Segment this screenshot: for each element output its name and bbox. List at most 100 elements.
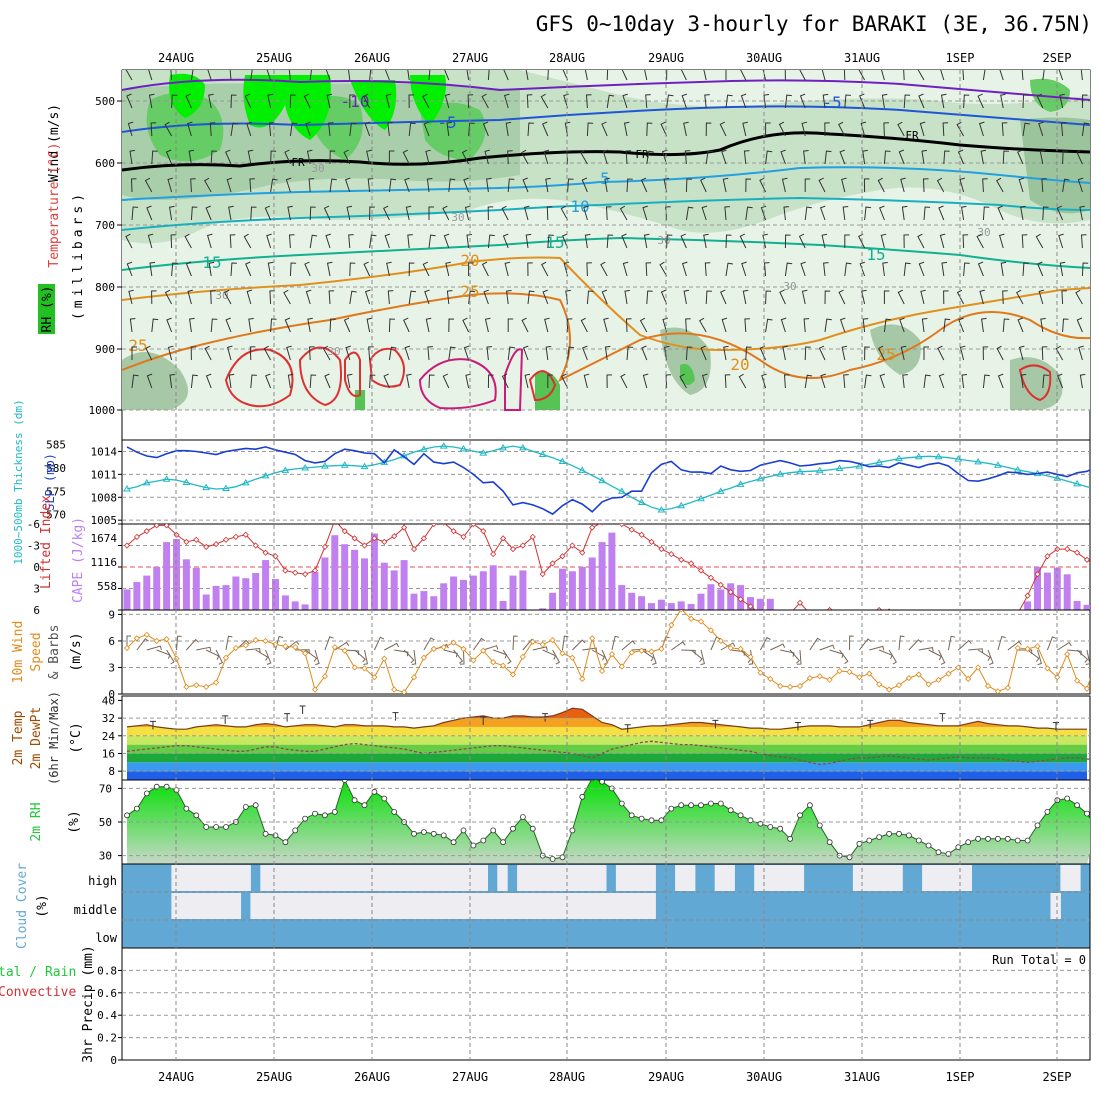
upper-wind-barb [164, 121, 173, 137]
upper-wind-barb [349, 262, 356, 277]
cloud-panel: high middle low [74, 863, 1091, 949]
upper-wind-barb [605, 206, 612, 221]
cape-bar [578, 567, 586, 610]
rh2m-point [321, 812, 328, 819]
rh2m-point [599, 780, 605, 785]
cape-bars [123, 532, 1090, 610]
rh2m-point [1074, 802, 1080, 809]
upper-wind-barb [481, 261, 489, 277]
cloud-high-clear-cell [793, 865, 805, 891]
upper-wind-barb [1040, 317, 1046, 333]
upper-wind-barb [309, 234, 318, 249]
upper-wind-barb [744, 318, 750, 333]
lifted-index-point [638, 531, 645, 538]
wind10-point [163, 636, 170, 643]
cloud-middle-clear-cell [181, 893, 192, 919]
wind10-barb [869, 645, 885, 651]
upper-wind-barb [723, 345, 729, 361]
upper-wind-barb [680, 70, 687, 81]
wind10-point [1024, 645, 1031, 652]
contour-label: 25 [876, 345, 895, 364]
wind10-point [430, 645, 437, 652]
upper-wind-barb [1037, 261, 1044, 277]
upper-wind-barb [623, 121, 630, 137]
upper-wind-barb [823, 262, 829, 277]
thickness-point [914, 452, 923, 460]
thickness-point [222, 484, 230, 492]
upper-wind-barb [1077, 177, 1084, 193]
upper-wind-barb [765, 290, 772, 305]
thickness-point [1053, 474, 1062, 481]
wind10-barb [908, 639, 922, 651]
wind10-barb [483, 645, 499, 651]
top-date-label: 27AUG [452, 51, 488, 65]
thickness-point [281, 466, 290, 473]
cape-bar [361, 558, 368, 610]
upper-wind-barb [501, 373, 509, 389]
rh2m-point [816, 822, 823, 829]
rh2m-point [797, 812, 803, 819]
rh-gridlines [122, 787, 1090, 857]
upper-wind-barb [151, 150, 158, 165]
upper-wind-barb [681, 93, 688, 109]
upper-wind-barb [1058, 233, 1064, 249]
cloud-high-clear-cell [675, 865, 686, 891]
upper-wind-barb [919, 121, 926, 137]
wind10-point [282, 643, 289, 650]
wind10-point [826, 676, 833, 683]
lifted-index-point [222, 536, 230, 543]
cloud-high-clear-cell [349, 865, 360, 891]
upper-wind-barb [547, 374, 553, 388]
wind10-point [262, 637, 269, 645]
lifted-index-point [442, 524, 446, 526]
cape-bar [687, 604, 695, 610]
lifted-index-point [1094, 565, 1099, 570]
upper-wind-barb [308, 346, 315, 361]
lifted-index-point [361, 542, 368, 549]
upper-wind-barb [442, 205, 450, 221]
cape-bar [410, 593, 418, 610]
upper-wind-barb [839, 317, 846, 333]
isotherms [122, 78, 1090, 411]
cape-bar [222, 585, 230, 610]
upper-wind-barb [940, 93, 947, 109]
rh2m-point [529, 825, 536, 832]
rh2m-point [668, 805, 675, 812]
lifted-index-point [450, 528, 457, 535]
wind10-point [816, 673, 823, 680]
upper-wind-barb [604, 345, 611, 361]
upper-wind-barb [210, 150, 217, 165]
cloud-middle-clear-cell [625, 893, 637, 919]
cloud-middle-clear-cell [556, 893, 567, 919]
upper-wind-barb [446, 121, 453, 137]
upper-wind-barb [504, 261, 511, 277]
upper-wind-barb [941, 261, 948, 277]
wind10-point [658, 645, 665, 652]
cape-bar [657, 599, 665, 610]
upper-wind-barb [147, 233, 154, 249]
upper-wind-barb [783, 374, 790, 389]
upper-wind-barb [903, 262, 911, 277]
upper-wind-barb [838, 289, 846, 305]
upper-wind-barb [265, 373, 272, 389]
slp-tick-label: 1014 [91, 445, 118, 458]
lifted-index-point [351, 535, 358, 542]
wind10-point [905, 675, 912, 682]
upper-wind-barb [585, 94, 592, 109]
cloud-middle-clear-cell [250, 893, 261, 919]
wind10-point [628, 649, 635, 656]
cloud-high-clear-cell [635, 865, 646, 891]
cloud-middle-clear-cell [438, 893, 449, 919]
cape-bar [697, 593, 705, 610]
cloud-tick-label: high [88, 874, 117, 888]
cloud-high-clear-cell [941, 865, 953, 891]
upper-wind-barb [442, 373, 450, 389]
contour-label: 30 [657, 234, 670, 247]
lifted-index-point [618, 524, 625, 528]
cape-bar [677, 601, 685, 610]
upper-wind-barb [210, 290, 216, 305]
upper-wind-barb [880, 233, 887, 249]
thickness-point [261, 471, 270, 479]
slp-tick-label: 1005 [91, 514, 118, 527]
thickness-point [1094, 486, 1100, 491]
